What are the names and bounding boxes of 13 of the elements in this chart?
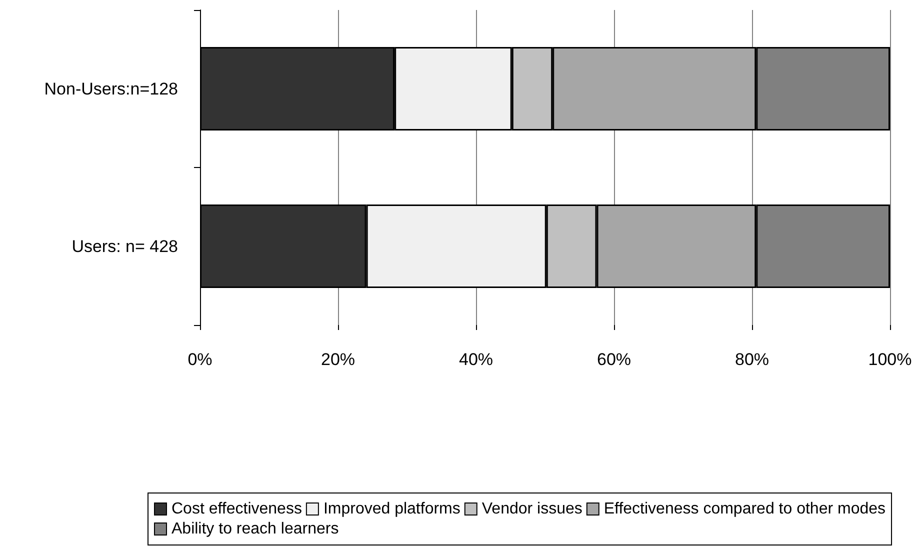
legend-label: Ability to reach learners: [172, 520, 339, 538]
legend-label: Effectiveness compared to other modes: [604, 500, 886, 518]
x-tick-label: 100%: [868, 350, 912, 369]
legend-label: Improved platforms: [323, 500, 460, 518]
x-tick-label: 20%: [320, 350, 356, 369]
x-tick-label: 40%: [458, 350, 494, 369]
legend-label: Vendor issues: [482, 500, 582, 518]
x-tick-label: 60%: [596, 350, 632, 369]
x-tick-label: 0%: [188, 350, 212, 369]
y-tick-label: Non-Users:n=128: [44, 79, 178, 98]
x-tick-label: 80%: [734, 350, 770, 369]
y-tick-label: Users: n= 428: [72, 236, 178, 256]
legend-label: Cost effectiveness: [172, 500, 302, 518]
